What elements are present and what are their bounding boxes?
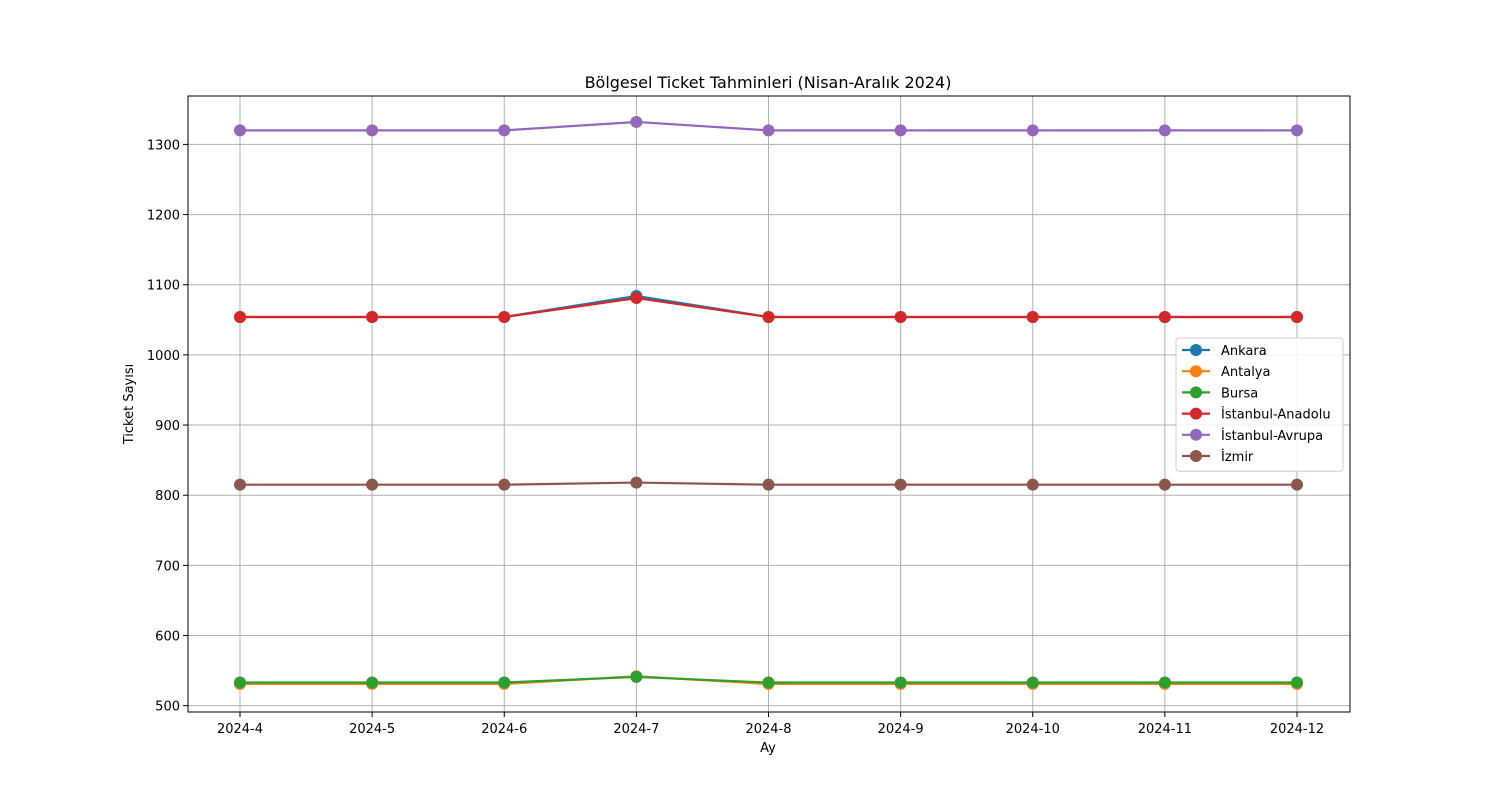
y-tick-label: 1100 <box>147 279 180 294</box>
legend: Ankara Antalya Bursa İstanbul-Anadolu İstanb… <box>1175 337 1344 472</box>
legend-marker <box>1190 386 1202 399</box>
legend-marker <box>1190 365 1202 378</box>
x-tick-label: 2024-12 <box>1270 722 1324 737</box>
x-tick-label: 2024-7 <box>613 722 659 737</box>
data-point <box>1291 124 1303 137</box>
data-point <box>1158 676 1171 689</box>
x-tick-label: 2024-5 <box>349 722 395 737</box>
legend-label: Antalya <box>1221 365 1270 380</box>
x-tick-label: 2024-11 <box>1138 722 1192 737</box>
chart-title: Bölgesel Ticket Tahminleri (Nisan-Aralık… <box>585 73 952 92</box>
series-bursa <box>234 670 1303 689</box>
x-axis: 2024-4 2024-5 2024-6 2024-7 2024-8 2024-9 2024… <box>217 712 1324 737</box>
legend-label: Bursa <box>1221 386 1258 401</box>
legend-label: İstanbul-Anadolu <box>1221 407 1331 423</box>
data-point <box>366 124 379 137</box>
y-tick-label: 1300 <box>147 138 180 153</box>
y-tick-label: 1200 <box>147 209 180 224</box>
legend-label: İstanbul-Avrupa <box>1221 428 1323 444</box>
axes-frame <box>187 95 1351 713</box>
legend-item: Antalya <box>1182 365 1270 380</box>
data-point <box>498 124 511 137</box>
legend-label: Ankara <box>1221 344 1267 359</box>
data-point <box>1026 676 1039 689</box>
legend-item: İstanbul-Avrupa <box>1182 428 1323 444</box>
data-point <box>894 311 907 324</box>
data-point <box>762 124 775 137</box>
data-point <box>1158 311 1171 324</box>
legend-marker <box>1190 344 1202 356</box>
data-point <box>366 676 379 689</box>
data-point <box>762 478 775 491</box>
legend-label: İzmir <box>1221 449 1254 465</box>
y-tick-label: 1000 <box>147 349 180 364</box>
data-point <box>1026 124 1039 137</box>
data-point <box>234 311 246 324</box>
data-point <box>1291 311 1303 324</box>
legend-box <box>1175 337 1344 472</box>
data-point <box>234 124 246 137</box>
data-point <box>1158 478 1171 491</box>
x-tick-label: 2024-9 <box>878 722 924 737</box>
data-point <box>1026 311 1039 324</box>
x-tick-label: 2024-8 <box>745 722 791 737</box>
series-i-stanbul-anadolu <box>234 292 1303 324</box>
series-i-zmir <box>234 476 1303 491</box>
data-point <box>894 478 907 491</box>
x-tick-label: 2024-4 <box>217 722 263 737</box>
y-tick-label: 800 <box>155 489 180 504</box>
data-point <box>1158 124 1171 137</box>
x-axis-label: Ay <box>760 741 776 756</box>
data-point <box>1291 478 1303 491</box>
data-point <box>630 670 643 683</box>
data-point <box>630 115 643 128</box>
legend-item: Bursa <box>1182 386 1258 401</box>
data-point <box>498 676 511 689</box>
data-point <box>498 478 511 491</box>
data-point <box>498 311 511 324</box>
y-axis: 500 600 700 800 900 1000 1100 1200 1300 <box>147 138 188 715</box>
data-point <box>762 311 775 324</box>
series-i-stanbul-avrupa <box>234 115 1303 137</box>
data-point <box>894 124 907 137</box>
data-point <box>366 311 379 324</box>
y-tick-label: 600 <box>155 630 180 645</box>
y-tick-label: 500 <box>155 700 180 715</box>
y-tick-label: 700 <box>155 559 180 574</box>
data-point <box>762 676 775 689</box>
data-point <box>1291 676 1303 689</box>
data-point <box>630 292 643 305</box>
x-tick-label: 2024-10 <box>1006 722 1060 737</box>
plot-area <box>234 115 1303 690</box>
data-point <box>894 676 907 689</box>
legend-item: İzmir <box>1182 449 1254 465</box>
data-point <box>630 476 643 489</box>
legend-marker <box>1190 450 1202 462</box>
data-point <box>234 676 246 689</box>
data-point <box>366 478 379 491</box>
y-tick-label: 900 <box>155 419 180 434</box>
data-point <box>234 478 246 491</box>
legend-marker <box>1190 407 1202 420</box>
data-point <box>1026 478 1039 491</box>
y-axis-label: Ticket Sayısı <box>122 364 137 446</box>
grid <box>188 96 1350 712</box>
legend-marker <box>1190 428 1202 441</box>
legend-item: Ankara <box>1182 344 1267 359</box>
x-tick-label: 2024-6 <box>481 722 527 737</box>
legend-item: İstanbul-Anadolu <box>1182 407 1331 423</box>
